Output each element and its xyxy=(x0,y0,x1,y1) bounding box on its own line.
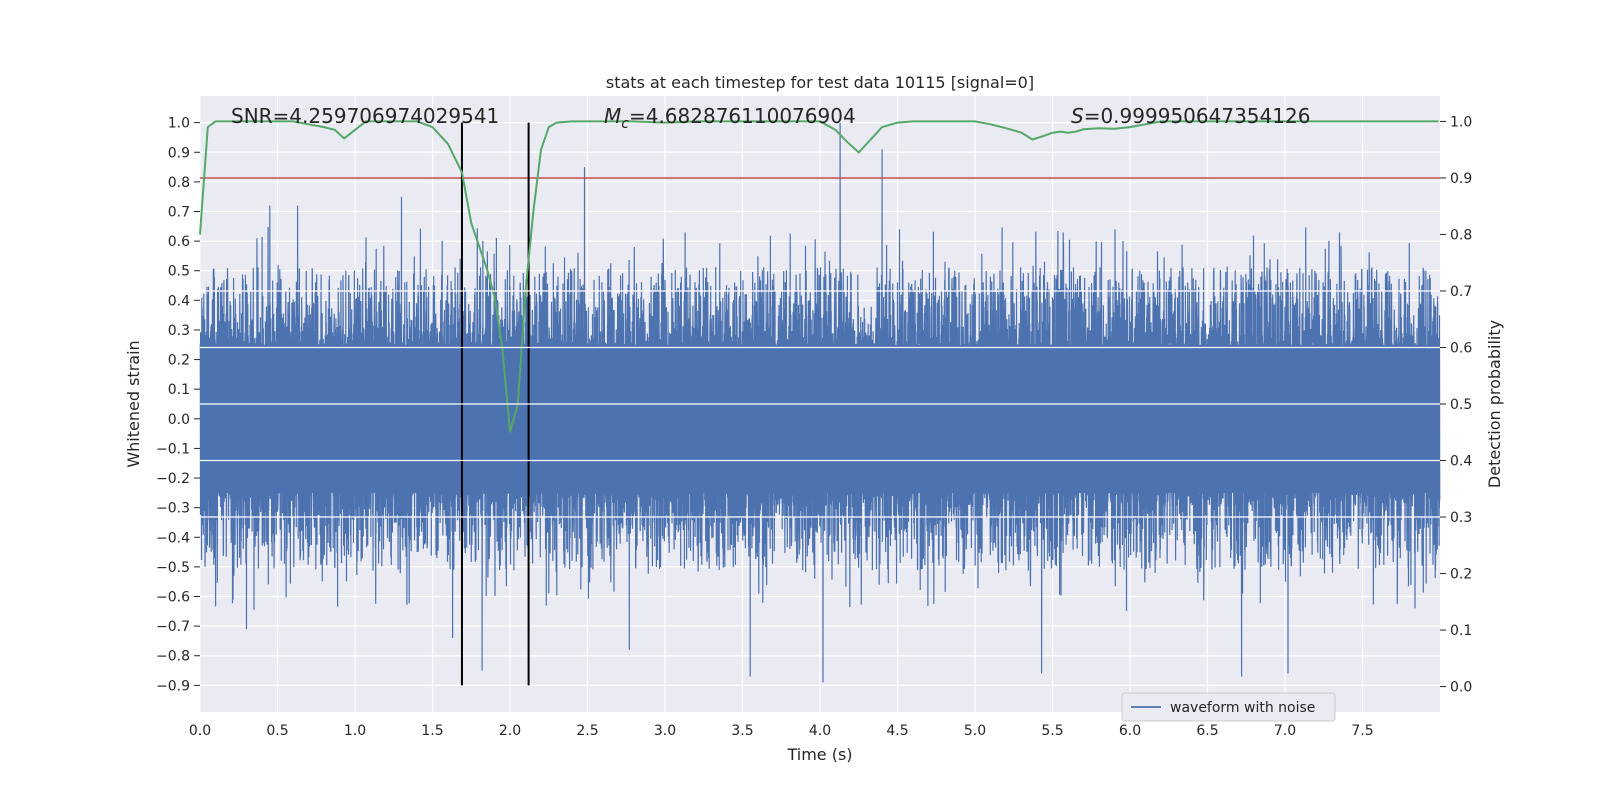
y-left-tick-label: 0.4 xyxy=(168,293,190,309)
y-right-tick-label: 0.7 xyxy=(1450,284,1472,300)
x-axis: 0.0 0.5 1.0 1.5 2.0 2.5 3.0 3.5 4.0 4.5 5.0 5.5 6.0 6… xyxy=(189,723,1374,739)
x-tick-label: 5.5 xyxy=(1041,723,1063,739)
y-left-tick-label: −0.9 xyxy=(156,678,190,694)
y-right-tick-label: 0.0 xyxy=(1450,680,1472,696)
y-left-tick-label: 0.2 xyxy=(168,353,190,369)
y-left-tick-label: −0.8 xyxy=(156,649,190,665)
x-tick-label: 5.0 xyxy=(964,723,986,739)
y-axis-right: 0.0 0.1 0.2 0.3 0.4 0.5 0.6 0.7 0.8 0.9 1.0 xyxy=(1440,114,1472,696)
chirp-mass-annotation: Mc=4.682876110076904 xyxy=(604,104,856,132)
y-left-tick-label: 0.1 xyxy=(168,382,190,398)
chirp-mass-value: =4.682876110076904 xyxy=(629,104,856,128)
x-tick-label: 1.0 xyxy=(344,723,366,739)
y-left-tick-label: 0.8 xyxy=(168,175,190,191)
y-left-tick-label: −0.2 xyxy=(156,471,190,487)
y-right-tick-label: 0.9 xyxy=(1450,171,1472,187)
grid-overlay xyxy=(200,290,1440,518)
x-tick-label: 7.5 xyxy=(1351,723,1373,739)
y-axis-left-label: Whitened strain xyxy=(124,340,143,467)
x-tick-label: 3.5 xyxy=(731,723,753,739)
y-left-tick-label: 0.7 xyxy=(168,205,190,221)
y-axis-left: −0.9 −0.8 −0.7 −0.6 −0.5 −0.4 −0.3 −0.2 −0.1 0.0 0… xyxy=(156,116,200,694)
y-left-tick-label: −0.3 xyxy=(156,501,190,517)
y-right-tick-label: 0.3 xyxy=(1450,510,1472,526)
x-tick-label: 2.0 xyxy=(499,723,521,739)
y-left-tick-label: 0.3 xyxy=(168,323,190,339)
y-right-tick-label: 0.6 xyxy=(1450,340,1472,356)
y-right-tick-label: 1.0 xyxy=(1450,114,1472,130)
waveform-series xyxy=(199,122,1441,683)
x-tick-label: 7.0 xyxy=(1274,723,1296,739)
x-tick-label: 6.0 xyxy=(1119,723,1141,739)
legend-box xyxy=(1121,692,1336,722)
y-right-tick-label: 0.1 xyxy=(1450,623,1472,639)
s-annotation: S=0.999950647354126 xyxy=(1071,104,1310,128)
y-left-tick-label: 0.9 xyxy=(168,145,190,161)
x-axis-label: Time (s) xyxy=(786,745,852,764)
chirp-mass-subscript: c xyxy=(621,116,629,132)
x-tick-label: 0.5 xyxy=(266,723,288,739)
probability-line xyxy=(199,120,1439,433)
probability-series xyxy=(199,120,1439,433)
y-left-tick-label: 0.0 xyxy=(168,412,190,428)
s-value: =0.999950647354126 xyxy=(1084,104,1311,128)
x-tick-label: 1.5 xyxy=(421,723,443,739)
s-symbol: S xyxy=(1071,104,1084,128)
legend: waveform with noise xyxy=(1121,692,1336,722)
snr-annotation: SNR=4.259706974029541 xyxy=(231,104,499,128)
y-left-tick-label: 0.5 xyxy=(168,264,190,280)
x-tick-label: 4.0 xyxy=(809,723,831,739)
y-left-tick-label: −0.4 xyxy=(156,530,190,546)
chart-title: stats at each timestep for test data 101… xyxy=(606,73,1034,92)
y-left-tick-label: −0.5 xyxy=(156,560,190,576)
y-left-tick-label: −0.1 xyxy=(156,441,190,457)
x-tick-label: 2.5 xyxy=(576,723,598,739)
y-left-tick-label: 0.6 xyxy=(168,234,190,250)
y-right-tick-label: 0.5 xyxy=(1450,397,1472,413)
legend-entry-waveform: waveform with noise xyxy=(1170,700,1315,716)
y-left-tick-label: −0.6 xyxy=(156,590,190,606)
y-left-tick-label: −0.7 xyxy=(156,619,190,635)
y-right-tick-label: 0.8 xyxy=(1450,227,1472,243)
chirp-mass-symbol: M xyxy=(604,104,621,128)
x-tick-label: 4.5 xyxy=(886,723,908,739)
y-right-tick-label: 0.4 xyxy=(1450,454,1472,470)
y-right-tick-label: 0.2 xyxy=(1450,567,1472,583)
y-axis-right-label: Detection probability xyxy=(1485,320,1504,488)
x-tick-label: 6.5 xyxy=(1196,723,1218,739)
x-tick-label: 3.0 xyxy=(654,723,676,739)
waveform-core-band xyxy=(200,344,1440,493)
y-left-tick-label: 1.0 xyxy=(168,116,190,132)
x-tick-label: 0.0 xyxy=(189,723,211,739)
